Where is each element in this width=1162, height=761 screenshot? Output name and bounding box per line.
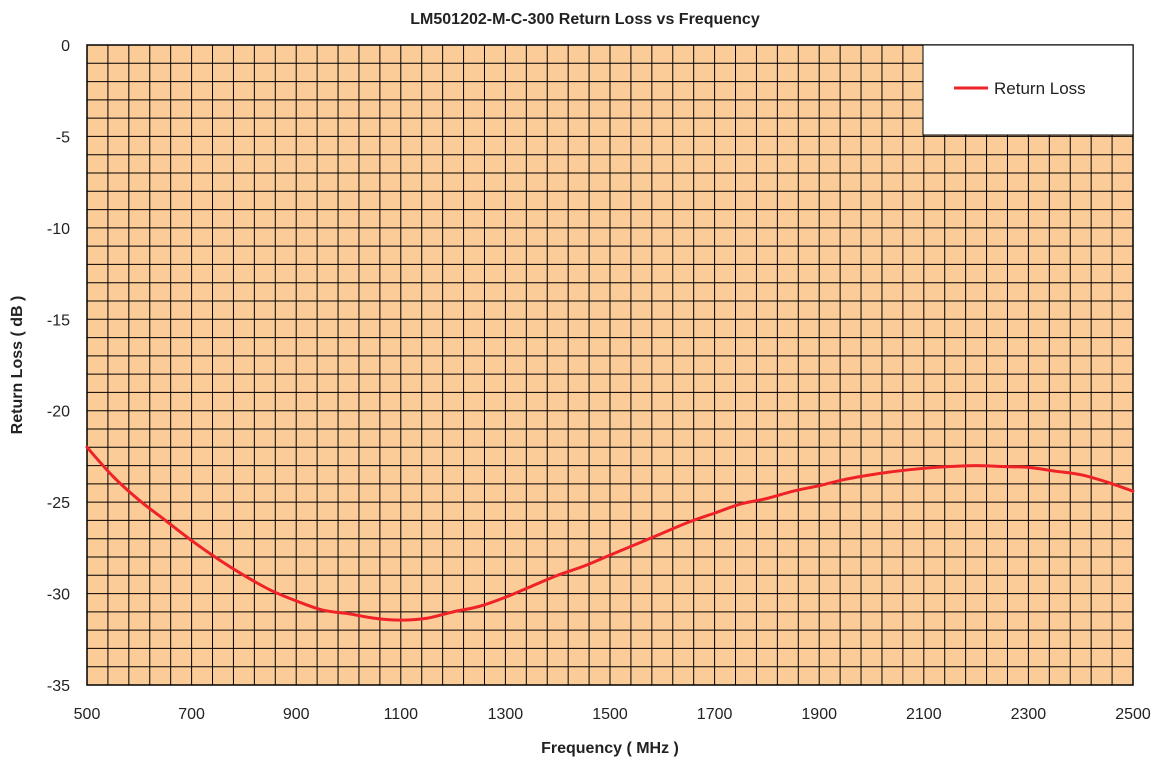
- y-tick-label: 0: [61, 38, 70, 55]
- y-tick-label: -25: [47, 495, 70, 512]
- legend-label: Return Loss: [994, 79, 1086, 98]
- y-tick-label: -35: [47, 678, 70, 695]
- x-tick-label: 1900: [801, 706, 837, 723]
- y-axis-title: Return Loss ( dB ): [9, 296, 26, 435]
- y-tick-label: -30: [47, 587, 70, 604]
- legend-box: [922, 44, 1134, 136]
- x-tick-label: 700: [178, 706, 205, 723]
- y-tick-label: -10: [47, 221, 70, 238]
- x-axis-title: Frequency ( MHz ): [541, 740, 679, 757]
- x-tick-label: 1100: [384, 706, 419, 723]
- legend: Return Loss: [922, 44, 1134, 136]
- y-tick-label: -15: [47, 312, 70, 329]
- x-tick-label: 2500: [1115, 706, 1151, 723]
- grid: [86, 44, 1134, 686]
- x-tick-label: 1300: [488, 706, 524, 723]
- y-tick-label: -5: [56, 129, 70, 146]
- x-tick-label: 2100: [906, 706, 942, 723]
- return-loss-series-line: [85, 445, 1135, 622]
- chart-title: LM501202-M-C-300 Return Loss vs Frequenc…: [410, 11, 760, 28]
- y-tick-label: -20: [47, 404, 70, 421]
- x-tick-label: 500: [74, 706, 101, 723]
- tick-labels: 500 700 900 1100 1300 1500 1700 1900 2100 2300 250…: [47, 38, 1151, 723]
- x-tick-label: 1500: [592, 706, 628, 723]
- x-tick-label: 1700: [697, 706, 733, 723]
- plot-border: [86, 44, 1134, 686]
- x-tick-label: 900: [283, 706, 310, 723]
- x-tick-label: 2300: [1011, 706, 1047, 723]
